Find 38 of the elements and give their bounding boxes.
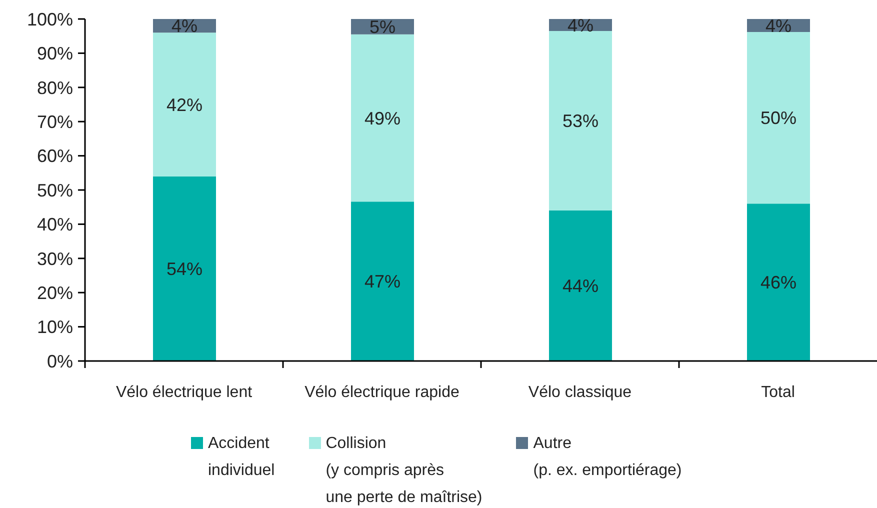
data-label: 5% <box>369 17 396 38</box>
bar <box>351 34 414 202</box>
data-label: 53% <box>562 111 599 132</box>
y-tick-label: 100% <box>26 9 73 30</box>
data-label: 54% <box>166 259 203 280</box>
data-label: 4% <box>567 15 594 36</box>
y-tick-label: 80% <box>36 78 73 98</box>
bar <box>747 204 810 361</box>
y-tick-label: 10% <box>36 317 73 338</box>
data-label: 4% <box>171 16 198 36</box>
legend-label: Accident individuel <box>208 434 275 481</box>
x-tick-label: Vélo classique <box>528 384 632 401</box>
legend-label: Autre (p. ex. emportiérage) <box>533 434 682 481</box>
legend-label: Collision (y compris après une perte de maîtrise) <box>326 434 482 508</box>
bar <box>153 176 216 361</box>
y-tick-label: 50% <box>36 180 73 200</box>
y-tick-label: 70% <box>36 112 73 132</box>
y-tick-label: 20% <box>36 282 73 303</box>
x-tick-label: Total <box>761 384 795 401</box>
data-label: 50% <box>760 108 797 128</box>
bar <box>351 202 414 361</box>
bar <box>549 30 612 211</box>
bar <box>549 210 612 361</box>
y-tick-label: 40% <box>36 214 73 235</box>
y-tick-label: 30% <box>36 248 73 269</box>
x-tick-label: Vélo électrique lent <box>116 384 253 401</box>
y-tick-label: 90% <box>36 44 73 64</box>
y-tick-label: 60% <box>36 146 73 166</box>
x-tick-label: Vélo électrique rapide <box>304 384 460 401</box>
y-tick-label: 0% <box>46 351 73 372</box>
data-label: 44% <box>562 276 599 296</box>
data-label: 46% <box>760 272 797 293</box>
bar <box>747 32 810 204</box>
data-label: 4% <box>765 16 792 36</box>
data-label: 49% <box>364 108 401 128</box>
bar <box>153 32 216 176</box>
data-label: 47% <box>364 272 401 292</box>
data-label: 42% <box>166 94 203 115</box>
